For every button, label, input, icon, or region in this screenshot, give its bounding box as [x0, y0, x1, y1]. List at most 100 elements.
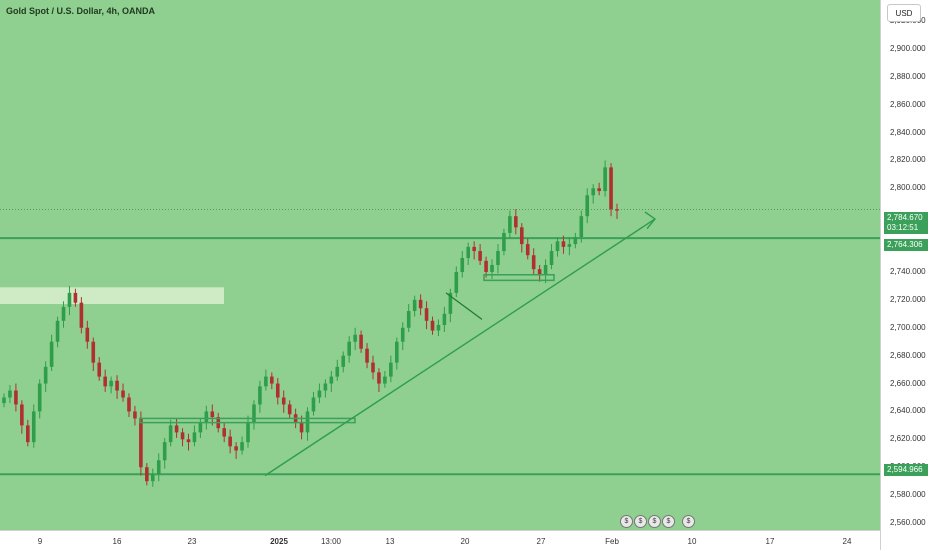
candle-body: [329, 376, 334, 384]
candle-body: [311, 397, 316, 412]
candle-body: [609, 167, 613, 210]
candle-body: [103, 376, 107, 387]
resistance-zone: [0, 287, 224, 305]
candle-body: [549, 251, 554, 265]
pattern-line: [445, 292, 483, 320]
consolidation-box: [483, 274, 555, 282]
time-tick-label: 23: [187, 537, 197, 546]
horizontal-level-badge-lower: 2,594.966: [884, 464, 928, 476]
candle-body: [418, 299, 423, 309]
candle-body: [478, 251, 482, 261]
time-tick-label: 20: [460, 537, 470, 546]
candle-body: [8, 390, 12, 398]
candle-body: [156, 460, 161, 475]
candle-body: [502, 232, 506, 252]
candle-body: [55, 320, 60, 342]
candle-body: [323, 383, 328, 391]
candle-body: [430, 320, 435, 331]
price-tick-label: 2,820.000: [890, 155, 926, 165]
price-tick-label: 2,580.000: [890, 490, 926, 500]
time-tick-label: 9: [37, 537, 43, 546]
price-tick-label: 2,900.000: [890, 43, 926, 53]
candle-body: [14, 390, 18, 405]
price-tick-label: 2,880.000: [890, 71, 926, 81]
candle-body: [335, 366, 340, 377]
candle-body: [579, 216, 584, 238]
candle-body: [448, 292, 453, 314]
time-axis[interactable]: 9 16 23 2025 13:00 13 20 27 Feb 10 17 24: [0, 530, 880, 551]
candle-body: [466, 246, 471, 259]
candle-body: [281, 397, 286, 405]
candle-body: [394, 341, 399, 363]
candle-body: [234, 446, 238, 451]
candlestick-chart[interactable]: [0, 0, 880, 530]
candle-body: [258, 386, 262, 405]
candle-body: [246, 422, 250, 443]
candle-body: [186, 439, 191, 443]
candle-body: [43, 366, 48, 384]
economic-event-icon[interactable]: $: [648, 515, 661, 528]
candle-body: [287, 404, 292, 415]
candle-body: [145, 467, 149, 482]
current-price-label: 2,784.670: [887, 213, 923, 222]
candle-body: [454, 271, 459, 293]
currency-button[interactable]: USD: [887, 4, 921, 22]
price-tick-label: 2,640.000: [890, 406, 926, 416]
candle-body: [275, 383, 280, 398]
candle-body: [204, 411, 209, 423]
candle-body: [591, 188, 595, 196]
candle-body: [109, 380, 113, 387]
price-tick-label: 2,740.000: [890, 266, 926, 276]
candle-body: [115, 380, 119, 391]
candle-body: [484, 260, 488, 272]
candle-body: [412, 299, 417, 312]
candle-body: [270, 376, 274, 384]
candle-body: [383, 376, 387, 384]
price-tick-label: 2,720.000: [890, 294, 926, 304]
candle-body: [228, 436, 232, 447]
time-tick-label: 27: [536, 537, 546, 546]
time-tick-label: 17: [765, 537, 775, 546]
candle-body: [424, 308, 429, 321]
chart-canvas[interactable]: Gold Spot / U.S. Dollar, 4h, OANDA: [0, 0, 880, 530]
price-tick-label: 2,680.000: [890, 350, 926, 360]
time-tick-label: 2025: [270, 537, 288, 546]
time-tick-label: 13:00: [320, 537, 342, 546]
candle-body: [436, 324, 441, 331]
candle-body: [121, 390, 125, 398]
candle-body: [240, 442, 244, 451]
candle-body: [555, 241, 560, 252]
candle-body: [567, 244, 572, 247]
current-price-badge: 2,784.670 03:12:51: [884, 212, 928, 234]
candle-body: [20, 404, 24, 426]
candle-body: [573, 237, 578, 245]
candle-body: [264, 376, 268, 387]
price-tick-label: 2,800.000: [890, 183, 926, 193]
chart-title: Gold Spot / U.S. Dollar, 4h, OANDA: [6, 6, 156, 16]
candle-body: [341, 355, 346, 367]
economic-event-icon[interactable]: $: [682, 515, 695, 528]
candle-body: [377, 372, 381, 384]
candle-body: [353, 334, 357, 342]
candle-body: [317, 390, 322, 398]
candle-body: [97, 362, 102, 377]
candle-body: [180, 432, 185, 440]
economic-event-icon[interactable]: $: [620, 515, 633, 528]
economic-event-icon[interactable]: $: [634, 515, 647, 528]
candle-body: [85, 327, 90, 342]
candle-body: [49, 341, 54, 367]
economic-event-icon[interactable]: $: [662, 515, 675, 528]
candle-body: [31, 411, 36, 443]
candle-body: [61, 306, 66, 321]
candle-body: [442, 313, 447, 325]
candle-body: [79, 302, 84, 328]
candle-body: [603, 167, 607, 192]
candle-body: [139, 418, 143, 468]
candle-body: [472, 246, 476, 252]
candle-body: [127, 397, 131, 412]
candle-body: [490, 265, 494, 272]
candle-body: [73, 292, 78, 303]
candle-countdown-label: 03:12:51: [887, 223, 919, 232]
candle-body: [496, 251, 500, 265]
candle-body: [2, 397, 6, 404]
